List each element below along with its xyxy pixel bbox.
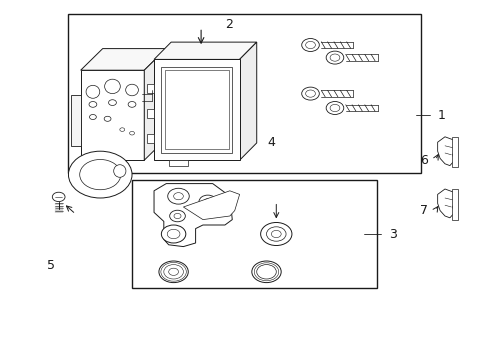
Circle shape xyxy=(325,51,343,64)
Circle shape xyxy=(325,102,343,114)
Circle shape xyxy=(161,225,185,243)
Polygon shape xyxy=(154,184,232,247)
Polygon shape xyxy=(146,109,154,118)
Circle shape xyxy=(52,192,65,202)
Text: 6: 6 xyxy=(419,154,427,167)
Polygon shape xyxy=(71,95,81,146)
Circle shape xyxy=(167,229,180,239)
Circle shape xyxy=(167,188,189,204)
Circle shape xyxy=(80,159,121,190)
Circle shape xyxy=(266,227,285,241)
Polygon shape xyxy=(146,134,154,143)
Circle shape xyxy=(305,41,315,49)
Circle shape xyxy=(173,193,183,200)
Ellipse shape xyxy=(86,85,100,98)
Circle shape xyxy=(168,268,178,275)
Polygon shape xyxy=(183,191,239,220)
Circle shape xyxy=(305,90,315,97)
Bar xyxy=(154,59,239,160)
Bar xyxy=(168,160,188,166)
Ellipse shape xyxy=(125,84,138,96)
Circle shape xyxy=(199,195,216,208)
Bar xyxy=(132,180,376,288)
Circle shape xyxy=(260,222,291,246)
Circle shape xyxy=(159,261,188,283)
Bar xyxy=(68,14,420,173)
Circle shape xyxy=(256,265,276,279)
Circle shape xyxy=(120,128,124,131)
Bar xyxy=(161,67,232,153)
Circle shape xyxy=(89,102,97,107)
Ellipse shape xyxy=(113,165,126,177)
Ellipse shape xyxy=(104,79,120,94)
Polygon shape xyxy=(437,189,456,218)
Bar xyxy=(81,70,144,160)
Text: 2: 2 xyxy=(224,18,232,31)
Circle shape xyxy=(108,100,116,105)
Bar xyxy=(451,137,457,167)
Text: 4: 4 xyxy=(267,136,275,149)
Text: 5: 5 xyxy=(47,259,55,272)
Polygon shape xyxy=(239,42,256,160)
Circle shape xyxy=(301,87,319,100)
Text: 1: 1 xyxy=(437,109,445,122)
Circle shape xyxy=(89,114,96,120)
Circle shape xyxy=(104,116,111,121)
Circle shape xyxy=(174,213,181,219)
Circle shape xyxy=(329,104,339,112)
Polygon shape xyxy=(81,49,166,70)
Circle shape xyxy=(301,39,319,51)
Circle shape xyxy=(251,261,281,283)
Polygon shape xyxy=(146,84,154,93)
Circle shape xyxy=(128,102,136,107)
Polygon shape xyxy=(154,42,256,59)
Text: 3: 3 xyxy=(388,228,396,240)
Polygon shape xyxy=(144,49,166,160)
Bar xyxy=(164,70,228,149)
Circle shape xyxy=(169,210,185,222)
Text: 7: 7 xyxy=(419,204,427,217)
Circle shape xyxy=(129,131,134,135)
Circle shape xyxy=(329,54,339,61)
Polygon shape xyxy=(437,137,456,166)
Circle shape xyxy=(68,151,132,198)
Circle shape xyxy=(203,199,211,204)
Bar xyxy=(451,189,457,220)
Circle shape xyxy=(271,230,281,238)
